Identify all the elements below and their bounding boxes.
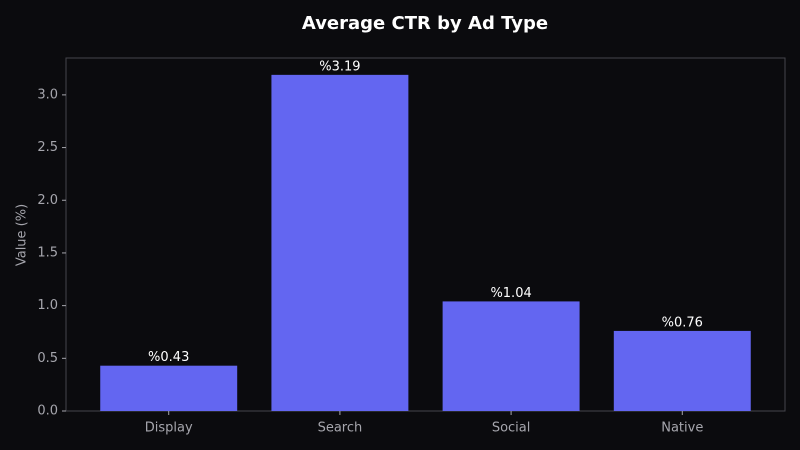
y-tick-label: 3.0 bbox=[37, 87, 58, 102]
y-tick-label: 2.5 bbox=[37, 140, 58, 155]
plot-frame bbox=[65, 57, 786, 412]
x-tick-label: Native bbox=[661, 421, 703, 436]
x-tick-label: Display bbox=[145, 421, 193, 436]
chart-title: Average CTR by Ad Type bbox=[302, 13, 548, 34]
y-axis-label: Value (%) bbox=[15, 204, 30, 266]
value-label: %3.19 bbox=[319, 59, 360, 74]
bar bbox=[442, 301, 580, 411]
y-tick-label: 0.5 bbox=[37, 351, 58, 366]
bar bbox=[100, 365, 238, 411]
y-tick-label: 1.5 bbox=[37, 245, 58, 260]
value-label: %0.43 bbox=[148, 350, 189, 365]
value-label: %1.04 bbox=[490, 286, 531, 301]
y-tick-label: 2.0 bbox=[37, 193, 58, 208]
y-tick-label: 0.0 bbox=[37, 404, 58, 419]
x-tick-label: Search bbox=[318, 421, 363, 436]
value-label: %0.76 bbox=[662, 315, 703, 330]
y-tick-label: 1.0 bbox=[37, 298, 58, 313]
bar bbox=[613, 330, 751, 411]
bar bbox=[271, 74, 409, 411]
x-tick-label: Social bbox=[492, 421, 531, 436]
